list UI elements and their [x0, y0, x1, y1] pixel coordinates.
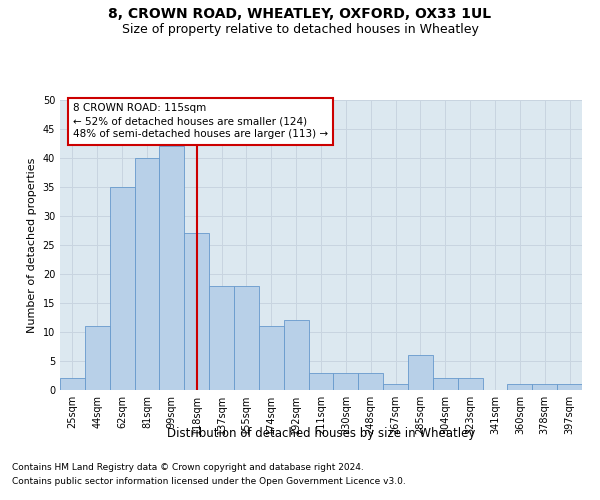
- Text: 8, CROWN ROAD, WHEATLEY, OXFORD, OX33 1UL: 8, CROWN ROAD, WHEATLEY, OXFORD, OX33 1U…: [109, 8, 491, 22]
- Bar: [557, 384, 582, 390]
- Text: Distribution of detached houses by size in Wheatley: Distribution of detached houses by size …: [167, 428, 475, 440]
- Bar: [134, 158, 160, 390]
- Text: Contains HM Land Registry data © Crown copyright and database right 2024.: Contains HM Land Registry data © Crown c…: [12, 464, 364, 472]
- Bar: [433, 378, 458, 390]
- Bar: [284, 320, 308, 390]
- Bar: [532, 384, 557, 390]
- Bar: [308, 372, 334, 390]
- Bar: [184, 234, 209, 390]
- Bar: [60, 378, 85, 390]
- Bar: [259, 326, 284, 390]
- Bar: [358, 372, 383, 390]
- Text: Size of property relative to detached houses in Wheatley: Size of property relative to detached ho…: [122, 22, 478, 36]
- Text: Contains public sector information licensed under the Open Government Licence v3: Contains public sector information licen…: [12, 477, 406, 486]
- Bar: [458, 378, 482, 390]
- Bar: [160, 146, 184, 390]
- Bar: [408, 355, 433, 390]
- Bar: [85, 326, 110, 390]
- Bar: [383, 384, 408, 390]
- Bar: [234, 286, 259, 390]
- Bar: [209, 286, 234, 390]
- Y-axis label: Number of detached properties: Number of detached properties: [27, 158, 37, 332]
- Text: 8 CROWN ROAD: 115sqm
← 52% of detached houses are smaller (124)
48% of semi-deta: 8 CROWN ROAD: 115sqm ← 52% of detached h…: [73, 103, 328, 140]
- Bar: [334, 372, 358, 390]
- Bar: [110, 187, 134, 390]
- Bar: [508, 384, 532, 390]
